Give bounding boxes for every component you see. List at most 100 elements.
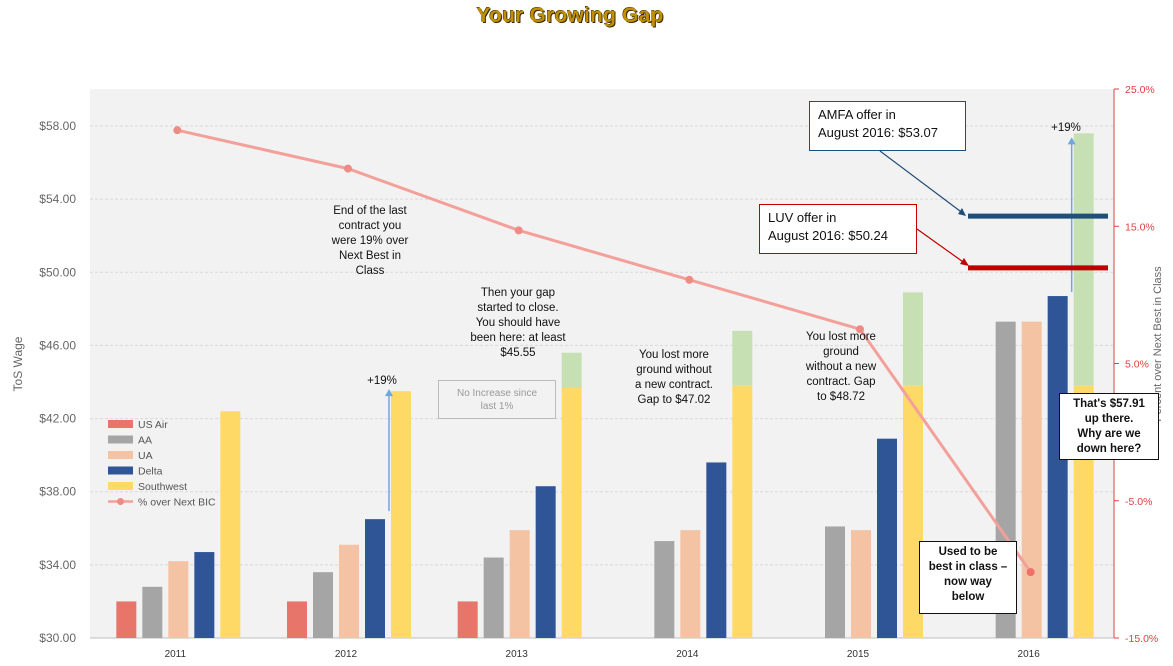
legend-swatch [108, 451, 133, 459]
y-tick-label: $54.00 [39, 192, 76, 206]
bar-ua [339, 544, 359, 638]
annotation-pct-2012: +19% [367, 375, 397, 387]
y2-tick-label: 5.0% [1125, 359, 1149, 371]
arrow-2012-head [385, 389, 393, 397]
luv-offer-box: LUV offer in August 2016: $50.24 [759, 204, 917, 254]
bar-southwest [561, 387, 582, 638]
legend-swatch [108, 466, 133, 475]
used-box: Used to be best in class – now way below [919, 541, 1017, 614]
annotation-2014: You lost more ground without a new contrac… [614, 348, 734, 408]
bar-delta [1047, 296, 1068, 638]
bar-ua [680, 530, 701, 638]
amfa-offer-box: AMFA offer in August 2016: $53.07 [809, 101, 966, 151]
bar-delta [877, 438, 897, 638]
a2011-line-1: contract you [338, 220, 402, 232]
bar-aa [313, 572, 333, 638]
bar-ua [168, 561, 189, 638]
gap-bar [732, 330, 753, 386]
aluv-line-1: August 2016: $50.24 [768, 228, 888, 243]
y-tick-label: $34.00 [39, 558, 76, 572]
a2013-line-2: You should have [475, 317, 561, 329]
bar-delta [535, 486, 556, 638]
bar-ua [509, 530, 530, 638]
aused-line-2: now way [944, 576, 992, 588]
x-tick-label: 2016 [1018, 649, 1041, 660]
percent-point [1026, 568, 1035, 577]
chart-title: Your Growing Gap [476, 4, 664, 27]
bar-delta [194, 552, 215, 638]
a2015-line-4: to $48.72 [817, 391, 865, 403]
a2011-line-3: Next Best in [339, 250, 401, 262]
bar-southwest [220, 411, 241, 638]
bar-ua [1021, 321, 1042, 638]
a2013-line-3: been here: at least [470, 332, 566, 344]
bar-aa [654, 541, 675, 638]
legend-label: % over Next BIC [138, 497, 216, 509]
y-tick-label: $46.00 [39, 338, 76, 352]
bar-southwest [903, 385, 923, 638]
bar-us-air [116, 601, 137, 638]
legend-label: Delta [138, 466, 163, 478]
legend-label: AA [138, 435, 152, 447]
a2013-line-4: $45.55 [500, 347, 536, 359]
annotation-no-increase: No Increase since last 1% [438, 380, 556, 419]
amfa-connector-head [958, 208, 966, 216]
y2-tick-label: 25.0% [1125, 84, 1155, 96]
annotation-pct-2016: +19% [1051, 122, 1081, 134]
anoinc-line-0: No Increase since [456, 388, 538, 399]
luv-connector [916, 228, 967, 265]
x-tick-label: 2013 [506, 649, 529, 660]
thats-box: That's $57.91 up there. Why are we down her… [1059, 393, 1159, 460]
percent-point [514, 226, 523, 235]
luv-connector-head [960, 258, 969, 266]
gap-bar [561, 352, 582, 388]
y2-tick-label: 15.0% [1125, 221, 1155, 233]
bar-ua [851, 530, 871, 638]
arrow-2016-head [1067, 137, 1076, 145]
annotation-2013: Then your gap started to close. You should… [448, 286, 588, 361]
y-tick-label: $38.00 [39, 485, 76, 499]
a2015-line-2: without a new [805, 361, 877, 373]
x-tick-label: 2014 [676, 649, 699, 660]
amfa-connector [879, 150, 965, 215]
gap-bar [903, 292, 923, 386]
legend-label: UA [138, 450, 153, 462]
percent-point [856, 325, 864, 334]
aamfa-line-0: AMFA offer in [818, 107, 896, 122]
legend-label: US Air [138, 419, 168, 431]
bar-us-air [287, 601, 307, 638]
a2015-line-1: ground [823, 346, 859, 358]
y2-tick-label: -5.0% [1125, 496, 1152, 508]
aamfa-line-1: August 2016: $53.07 [818, 125, 938, 140]
percent-point [685, 275, 694, 284]
a2011-line-0: End of the last [333, 205, 407, 217]
legend-swatch [108, 420, 133, 428]
legend-line-marker [117, 498, 124, 505]
y2-axis-title: Percent over Next Best in Class [1152, 266, 1164, 422]
y2-tick-label: -15.0% [1125, 633, 1158, 645]
bar-us-air [457, 601, 478, 638]
anoinc-line-1: last 1% [480, 401, 514, 412]
a2013-line-1: started to close. [477, 302, 559, 314]
a2014-line-0: You lost more [639, 349, 709, 361]
a2015-line-3: contract. Gap [806, 376, 876, 388]
x-tick-label: 2012 [335, 649, 358, 660]
aused-line-1: best in class – [928, 561, 1008, 573]
a2013-line-0: Then your gap [480, 287, 556, 299]
athats-line-2: Why are we [1077, 428, 1141, 440]
x-tick-label: 2011 [165, 649, 187, 660]
a2011-line-2: were 19% over [331, 235, 409, 247]
bar-aa [483, 557, 504, 638]
athats-line-3: down here? [1076, 443, 1142, 455]
a2015-line-0: You lost more [806, 331, 876, 343]
a2014-line-2: a new contract. [635, 379, 713, 391]
y-tick-label: $58.00 [39, 119, 76, 133]
annotation-2015: You lost more ground without a new contract… [786, 330, 896, 405]
bar-aa [825, 526, 845, 638]
athats-line-0: That's $57.91 [1073, 398, 1145, 410]
a2014-line-1: ground without [636, 364, 712, 376]
bar-southwest [391, 391, 411, 638]
athats-line-1: up there. [1084, 413, 1134, 425]
annotation-2011: End of the last contract you were 19% over… [300, 204, 440, 279]
legend-label: Southwest [138, 481, 187, 493]
